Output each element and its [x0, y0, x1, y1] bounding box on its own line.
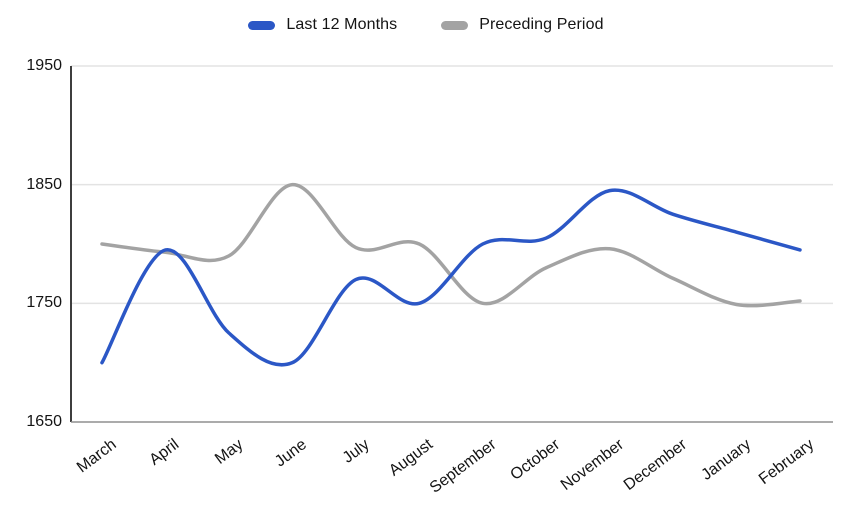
legend-item-preceding-period[interactable]: Preceding Period: [441, 16, 603, 34]
y-axis-tick-label: 1750: [26, 294, 62, 312]
chart-legend: Last 12 Months Preceding Period: [0, 16, 852, 34]
series-paths: [100, 182, 802, 367]
series-line-last-12-months: [100, 188, 802, 367]
y-axis-tick-label: 1850: [26, 175, 62, 193]
y-axis-tick-label: 1950: [26, 57, 62, 74]
legend-label: Last 12 Months: [286, 16, 398, 33]
axes: [70, 66, 833, 423]
legend-swatch-gray-icon: [441, 20, 469, 30]
legend-swatch-blue-icon: [248, 20, 276, 30]
legend-item-last-12-months[interactable]: Last 12 Months: [248, 16, 397, 34]
series-line-preceding-period: [100, 182, 802, 308]
legend-label: Preceding Period: [479, 16, 604, 33]
gridlines: [71, 65, 833, 305]
y-axis-tick-label: 1650: [26, 413, 62, 430]
